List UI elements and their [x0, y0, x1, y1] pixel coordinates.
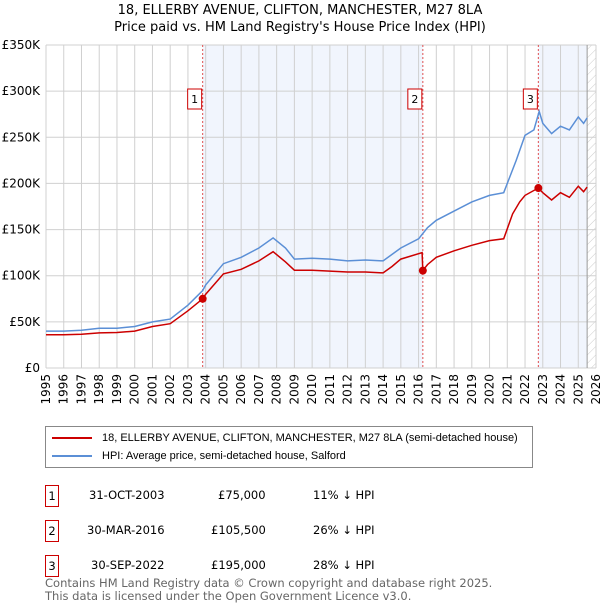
x-tick-label: 2006 — [234, 374, 248, 405]
x-tick-label: 1995 — [39, 374, 53, 405]
y-tick-label: £100K — [2, 269, 42, 283]
forecast-hatch — [587, 45, 596, 368]
legend-item-property: 18, ELLERBY AVENUE, CLIFTON, MANCHESTER,… — [52, 430, 518, 446]
y-tick-label: £150K — [2, 223, 42, 237]
x-tick-label: 2025 — [571, 374, 585, 405]
x-tick-label: 2009 — [287, 374, 301, 405]
sale-point — [198, 294, 207, 303]
sale-label: 1 — [191, 93, 198, 106]
sale-label-box — [522, 88, 538, 110]
footer-copyright: Contains HM Land Registry data © Crown c… — [45, 576, 493, 590]
sale-price: £75,000 — [218, 488, 266, 502]
x-tick-label: 2007 — [252, 374, 266, 405]
x-tick-label: 2018 — [447, 374, 461, 405]
sale-date: 31-OCT-2003 — [89, 488, 165, 502]
x-tick-label: 2026 — [589, 374, 600, 405]
series-line — [46, 108, 588, 332]
x-tick-label: 1999 — [110, 374, 124, 405]
y-tick-label: £0 — [25, 361, 40, 375]
chart-title: 18, ELLERBY AVENUE, CLIFTON, MANCHESTER,… — [117, 3, 483, 18]
x-tick-label: 1996 — [57, 374, 71, 405]
sale-marker: 2 — [45, 520, 59, 542]
x-tick-label: 2017 — [429, 374, 443, 405]
x-tick-label: 2003 — [181, 374, 195, 405]
sale-label: 2 — [411, 93, 418, 106]
legend-label: HPI: Average price, semi-detached house,… — [102, 450, 346, 462]
y-tick-label: £50K — [9, 315, 41, 329]
footer: Contains HM Land Registry data © Crown c… — [45, 577, 492, 603]
sale-diff: 26% ↓ HPI — [313, 523, 375, 537]
x-tick-label: 2023 — [536, 374, 550, 405]
sale-point — [534, 184, 543, 193]
x-tick-label: 2002 — [163, 374, 177, 405]
x-tick-label: 1997 — [74, 374, 88, 405]
legend: 18, ELLERBY AVENUE, CLIFTON, MANCHESTER,… — [45, 426, 533, 468]
legend-swatch-red — [52, 437, 92, 439]
sale-point — [418, 266, 427, 275]
y-tick-label: £200K — [2, 176, 42, 190]
shaded-range — [538, 45, 588, 368]
sale-marker: 3 — [45, 555, 59, 577]
sale-date: 30-SEP-2022 — [91, 558, 165, 572]
y-tick-label: £350K — [2, 38, 42, 52]
x-tick-label: 2013 — [358, 374, 372, 405]
x-tick-label: 2015 — [394, 374, 408, 405]
x-tick-label: 2011 — [323, 374, 337, 405]
sale-label-box — [407, 88, 423, 110]
x-tick-label: 2012 — [341, 374, 355, 405]
legend-swatch-blue — [52, 455, 92, 457]
sale-label: 3 — [527, 93, 534, 106]
legend-item-hpi: HPI: Average price, semi-detached house,… — [52, 448, 346, 464]
x-tick-label: 2005 — [216, 374, 230, 405]
sale-marker: 1 — [45, 485, 59, 507]
sale-price: £195,000 — [211, 558, 266, 572]
x-tick-label: 2010 — [305, 374, 319, 405]
x-tick-label: 1998 — [92, 374, 106, 405]
x-tick-label: 2000 — [128, 374, 142, 405]
x-tick-label: 2022 — [518, 374, 532, 405]
y-tick-label: £300K — [2, 84, 42, 98]
sale-diff: 11% ↓ HPI — [313, 488, 375, 502]
x-tick-label: 2019 — [465, 374, 479, 405]
price-chart: 1995 1996 1997 1998 1999 2000 2001 2002 2003 2004… — [2, 38, 600, 405]
x-tick-label: 2004 — [199, 374, 213, 405]
x-tick-label: 2008 — [270, 374, 284, 405]
x-tick-label: 2024 — [554, 374, 568, 405]
shaded-range — [202, 45, 423, 368]
x-tick-label: 2014 — [376, 374, 390, 405]
x-tick-label: 2016 — [412, 374, 426, 405]
sale-diff: 28% ↓ HPI — [313, 558, 375, 572]
x-tick-label: 2021 — [500, 374, 514, 405]
x-tick-label: 2020 — [483, 374, 497, 405]
y-tick-label: £250K — [2, 130, 42, 144]
chart-subtitle: Price paid vs. HM Land Registry's House … — [114, 20, 486, 35]
sale-date: 30-MAR-2016 — [87, 523, 165, 537]
footer-licence: This data is licensed under the Open Gov… — [45, 589, 412, 603]
x-tick-label: 2001 — [145, 374, 159, 405]
legend-label: 18, ELLERBY AVENUE, CLIFTON, MANCHESTER,… — [102, 432, 518, 444]
sale-label-box — [187, 88, 203, 110]
sale-price: £105,500 — [211, 523, 266, 537]
